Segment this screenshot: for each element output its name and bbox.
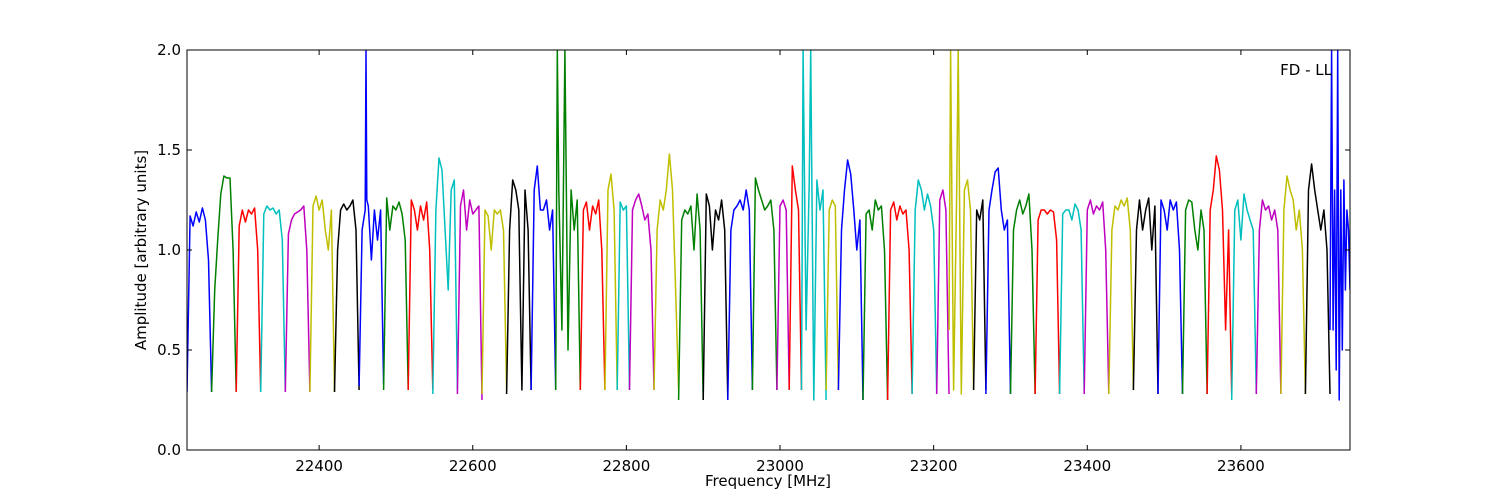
series-line-49 [1280, 175, 1307, 395]
series-line-19 [616, 201, 631, 391]
series-line-11 [432, 157, 459, 395]
series-line-13 [481, 209, 508, 395]
series-line-43 [1132, 197, 1159, 395]
series-line-26 [776, 199, 790, 391]
series-line-51 [1329, 50, 1350, 401]
series-line-15 [530, 165, 557, 391]
series-line-48 [1255, 199, 1282, 395]
series-line-16 [554, 50, 582, 391]
x-tick-label: 23400 [1063, 457, 1111, 475]
series-line-23 [702, 193, 729, 401]
series-line-1 [187, 207, 213, 393]
series-line-20 [628, 193, 655, 391]
y-tick-label: 1.5 [157, 141, 181, 159]
series-line-21 [653, 153, 680, 391]
series-line-4 [259, 205, 287, 393]
series-line-10 [407, 199, 434, 391]
x-tick-label: 22800 [603, 457, 651, 475]
series-line-6 [309, 195, 336, 393]
series-line-22 [677, 193, 704, 401]
series-line-9 [382, 197, 409, 391]
y-tick-label: 0.0 [157, 441, 181, 459]
y-tick-label: 0.5 [157, 341, 181, 359]
series-line-40 [1058, 203, 1085, 395]
series-line-7 [333, 199, 360, 393]
y-axis-title: Amplitude [arbitrary units] [132, 150, 150, 350]
series-line-27 [788, 165, 803, 391]
series-line-24 [727, 189, 754, 401]
series-line-44 [1157, 199, 1184, 395]
series-line-37 [985, 167, 1012, 395]
y-tick-label: 1.0 [157, 241, 181, 259]
series-line-39 [1034, 209, 1061, 395]
x-tick-label: 22400 [295, 457, 343, 475]
series-line-42 [1108, 197, 1135, 395]
series-line-12 [456, 189, 483, 401]
series-line-18 [604, 173, 618, 391]
x-tick-label: 22600 [449, 457, 497, 475]
series-line-30 [837, 159, 864, 401]
y-tick-label: 2.0 [157, 41, 181, 59]
series-line-47 [1230, 193, 1258, 401]
series-line-5 [284, 205, 311, 393]
series-line-31 [862, 199, 889, 401]
x-tick-label: 23000 [756, 457, 804, 475]
series-line-29 [825, 199, 840, 391]
series-line-45 [1181, 199, 1208, 395]
series-line-28 [800, 50, 827, 401]
series-line-35 [948, 50, 975, 395]
series-line-32 [886, 201, 913, 401]
x-tick-label: 23600 [1217, 457, 1265, 475]
x-axis: 22400 22600 22800 23000 23200 23400 23600 [295, 50, 1265, 475]
series-line-14 [505, 179, 532, 395]
series-line-36 [972, 199, 987, 391]
x-tick-label: 23200 [910, 457, 958, 475]
series-layer [187, 50, 1350, 401]
series-line-46 [1206, 155, 1233, 395]
series-line-3 [235, 207, 262, 393]
series-line-50 [1304, 163, 1331, 395]
y-axis: 0.0 0.5 1.0 1.5 2.0 [157, 41, 1350, 459]
series-line-41 [1083, 199, 1110, 395]
series-line-33 [911, 179, 938, 395]
x-axis-title: Frequency [MHz] [705, 472, 831, 490]
series-line-17 [579, 199, 606, 391]
series-line-34 [935, 189, 950, 395]
series-line-25 [751, 177, 778, 391]
series-line-2 [210, 175, 237, 393]
chart-annotation: FD - LL [1280, 61, 1332, 79]
series-line-38 [1009, 193, 1036, 395]
series-line-8 [358, 50, 385, 387]
